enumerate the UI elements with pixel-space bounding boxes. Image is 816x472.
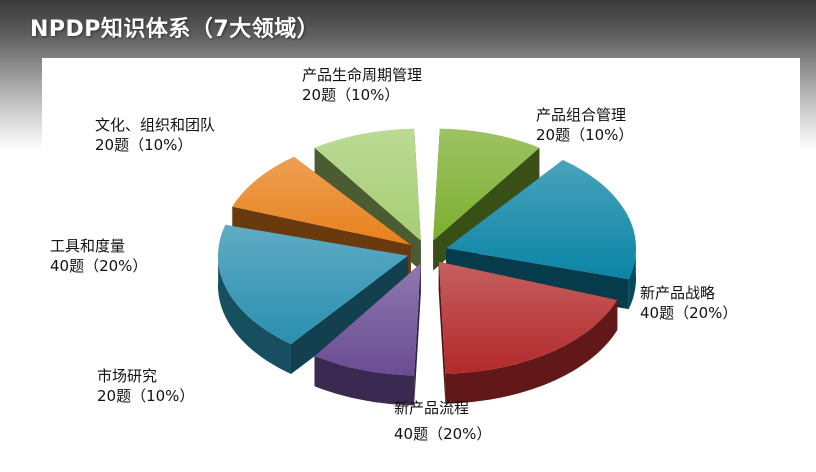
slice-3-label: 新产品流程 40题（20%） <box>394 398 491 444</box>
slice-2-value: 40题（20%） <box>640 304 738 322</box>
slice-4-top <box>314 263 421 376</box>
slice-1-label: 产品组合管理 20题（10%） <box>536 105 633 145</box>
slice-7-name: 产品生命周期管理 <box>302 66 423 84</box>
slice-2-name: 新产品战略 <box>640 284 716 302</box>
slice-3-value: 40题（20%） <box>394 425 492 443</box>
slice-4-value: 20题（10%） <box>97 387 195 405</box>
slice-1-top <box>433 128 540 241</box>
slice-3-name: 新产品流程 <box>394 399 470 417</box>
slice-1-value: 20题（10%） <box>536 126 634 144</box>
slice-5-outer-wall <box>217 251 292 374</box>
chart-panel <box>42 58 800 468</box>
slice-4-side-1 <box>414 263 421 406</box>
slice-3-top <box>438 261 618 374</box>
slice-5-top <box>217 224 408 344</box>
slice-5-value: 40题（20%） <box>50 257 148 275</box>
slice-2-top <box>446 160 637 280</box>
slice-7-top <box>314 128 421 241</box>
slice-4-name: 市场研究 <box>97 367 158 385</box>
slice-5-name: 工具和度量 <box>50 237 126 255</box>
slice-3-outer-wall <box>445 300 618 404</box>
slice-2-label: 新产品战略 40题（20%） <box>640 283 737 323</box>
slice-7-value: 20题（10%） <box>302 86 400 104</box>
slice-5-label: 工具和度量 40题（20%） <box>50 236 147 276</box>
slice-1-name: 产品组合管理 <box>536 106 627 124</box>
slice-5-side-1 <box>291 255 408 374</box>
slice-3-side-2 <box>438 261 446 404</box>
slice-6-label: 文化、组织和团队 20题（10%） <box>95 115 215 155</box>
slice-7-label: 产品生命周期管理 20题（10%） <box>302 65 422 105</box>
pie-tops <box>217 128 637 376</box>
slice-6-top <box>232 156 411 245</box>
slice-4-outer-wall <box>314 356 415 406</box>
slice-6-name: 文化、组织和团队 <box>95 116 216 134</box>
slice-6-value: 20题（10%） <box>95 136 193 154</box>
slice-4-label: 市场研究 20题（10%） <box>97 366 194 406</box>
slice-2-outer-wall <box>628 243 637 310</box>
page-title: NPDP知识体系（7大领域） <box>30 17 320 42</box>
